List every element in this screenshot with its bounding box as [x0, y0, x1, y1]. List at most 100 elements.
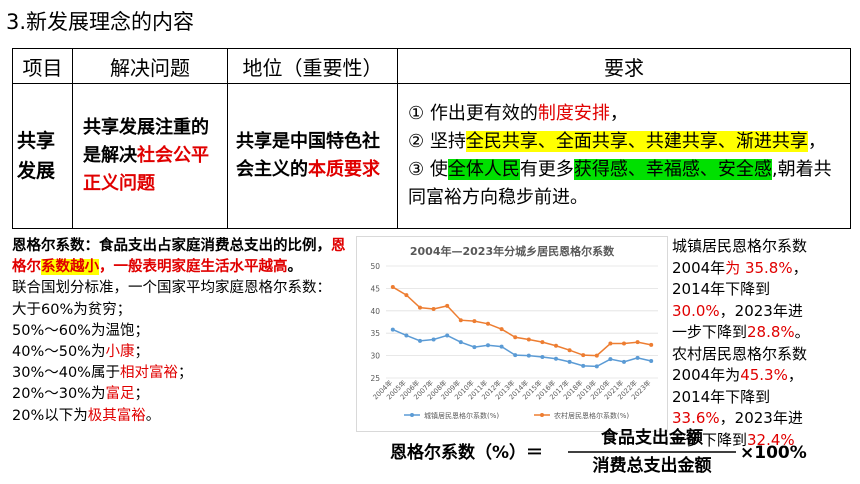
series-1-point-3 — [431, 307, 436, 312]
legend-marker-0 — [410, 413, 414, 417]
header-problem: 解决问题 — [72, 48, 228, 84]
concept-table: 项目 解决问题 地位（重要性） 要求 共享发展 共享发展注重的是解决社会公平正义… — [12, 48, 851, 229]
level-6-end: 。 — [145, 407, 161, 424]
level-relatively-rich: 30%～40%属于相对富裕； — [12, 363, 350, 384]
req3-end: ,朝着共同富裕方向稳步前进。 — [408, 159, 832, 208]
rural-2014-text: 2014年下降到 — [672, 387, 771, 406]
chart-legend: 城镇居民恩格尔系数(%) 农村居民恩格尔系数(%) — [404, 411, 629, 420]
urban-2023-lead: 一步下降到 — [672, 323, 748, 341]
urban-2023-text: ，2023年进 — [719, 301, 803, 320]
series-1-point-2 — [418, 305, 422, 310]
engel-formula: 恩格尔系数（%）＝ 食品支出金额 消费总支出金额 ×100% — [390, 427, 807, 476]
series-0-point-11 — [540, 354, 545, 359]
series-1-point-10 — [526, 337, 531, 342]
series-0-point-0 — [390, 327, 395, 332]
series-1-point-16 — [608, 341, 613, 346]
rural-2023-text: ，2023年进 — [719, 409, 803, 427]
series-0-point-14 — [581, 363, 586, 368]
chart-title: 2004年—2023年分城乡居民恩格尔系数 — [410, 244, 615, 258]
urban-2004-value: 为 35.8% — [725, 258, 793, 277]
page-title: 3.新发展理念的内容 — [6, 10, 195, 34]
level-6-text: 20%以下为 — [12, 407, 88, 424]
series-1-point-0 — [390, 285, 395, 290]
level-3-text: 40%～50%为 — [12, 344, 106, 361]
definition-line: 恩格尔系数：食品支出占家庭消费总支出的比例，恩格尔系数越小，一般表明家庭生活水平… — [12, 236, 350, 278]
urban-2014-value: 30.0% — [672, 301, 720, 320]
item-text: 共享发展 — [17, 130, 56, 182]
definition-red-2: ，一般表明家庭生活水平越高 — [99, 259, 288, 276]
problem-text: 共享发展注重的是解决 — [83, 117, 209, 166]
req3-text: 使 — [429, 159, 448, 180]
urban-2023: 一步下降到28.8%。 — [672, 322, 854, 344]
status-text: 共享是中国特色社会主义的 — [236, 131, 380, 180]
series-1-point-18 — [635, 340, 640, 345]
series-0-point-18 — [635, 355, 640, 360]
req1-number: ① — [408, 103, 425, 124]
urban-2004-text: 2004年 — [672, 258, 726, 277]
legend-label-1: 农村居民恩格尔系数(%) — [554, 411, 629, 420]
cell-status: 共享是中国特色社会主义的本质要求 — [227, 83, 398, 229]
cell-problem: 共享发展注重的是解决社会公平正义问题 — [72, 83, 228, 229]
req3-highlight-1: 全体人民 — [447, 159, 520, 180]
definition-highlight: 系数越小 — [41, 259, 99, 276]
series-0-point-12 — [554, 356, 558, 361]
series-0-point-7 — [486, 343, 490, 348]
level-5-red: 富足 — [105, 386, 135, 403]
series-0-point-17 — [622, 359, 626, 364]
req2-text: 坚持 — [429, 131, 466, 152]
series-0-point-10 — [526, 353, 531, 358]
urban-heading: 城镇居民恩格尔系数 — [672, 237, 808, 255]
series-0-point-9 — [513, 353, 518, 358]
level-very-rich: 20%以下为极其富裕。 — [12, 406, 350, 427]
series-0-point-15 — [594, 364, 599, 369]
requirement-2: ② 坚持全民共享、全面共享、共建共享、渐进共享， — [408, 128, 846, 156]
req1-highlight: 制度安排 — [537, 103, 610, 124]
req3-number: ③ — [408, 159, 425, 180]
rural-2014: 33.6%，2023年进 — [672, 408, 854, 430]
cell-item: 共享发展 — [12, 83, 73, 229]
series-1-point-19 — [649, 342, 654, 347]
problem-highlight: 社会公平正义问题 — [83, 145, 209, 194]
req2-end: ， — [807, 131, 826, 152]
urban-2023-value: 28.8% — [747, 323, 795, 341]
y-tick-label-0: 25 — [370, 374, 380, 383]
urban-2004-end: ， — [792, 258, 808, 277]
legend-label-0: 城镇居民恩格尔系数(%) — [424, 411, 499, 420]
level-3-end: ； — [134, 344, 149, 361]
series-1-point-17 — [622, 341, 626, 346]
series-0-point-5 — [458, 340, 463, 345]
chart-series — [390, 285, 654, 369]
level-5-end: ； — [134, 386, 149, 403]
definition-text: 恩格尔系数：食品支出占家庭消费总支出的比例， — [12, 238, 331, 254]
series-0-point-8 — [499, 344, 504, 349]
urban-2014: 30.0%，2023年进 — [672, 301, 854, 323]
legend-marker-1 — [540, 413, 544, 417]
formula-lhs: 恩格尔系数（%）＝ — [390, 442, 543, 463]
req2-highlight: 全民共享、全面共享、共建共享、渐进共享 — [465, 131, 808, 152]
series-0-point-2 — [418, 338, 422, 343]
level-6-red: 极其富裕 — [87, 407, 146, 424]
level-4-red: 相对富裕 — [119, 365, 178, 382]
requirement-1: ① 作出更有效的制度安排， — [408, 100, 846, 128]
series-1-point-5 — [458, 318, 463, 323]
series-0-point-16 — [608, 357, 613, 362]
definition-end: 。 — [287, 259, 303, 276]
req3-text-2: 有更多 — [519, 159, 574, 180]
series-1-point-15 — [594, 353, 599, 358]
chart-x-ticks: 2004年2005年2006年2007年2008年2009年2010年2011年… — [371, 378, 653, 402]
rural-2023-lead: 一步下降到 — [672, 430, 748, 449]
y-tick-label-4: 45 — [370, 284, 380, 293]
header-item: 项目 — [12, 48, 73, 84]
definition-red-1: 恩格尔 — [12, 238, 346, 276]
series-0-point-3 — [431, 337, 436, 342]
header-requirement: 要求 — [397, 48, 851, 84]
formula-numerator: 食品支出金额 — [601, 427, 703, 448]
series-1-point-13 — [567, 348, 572, 353]
series-1-point-7 — [486, 321, 490, 326]
req1-text: 作出更有效的 — [429, 103, 538, 124]
series-line-1 — [392, 286, 652, 357]
series-0-point-6 — [472, 345, 477, 350]
series-1-point-6 — [472, 319, 477, 324]
y-tick-label-5: 50 — [370, 262, 380, 271]
series-1-point-12 — [554, 343, 558, 348]
